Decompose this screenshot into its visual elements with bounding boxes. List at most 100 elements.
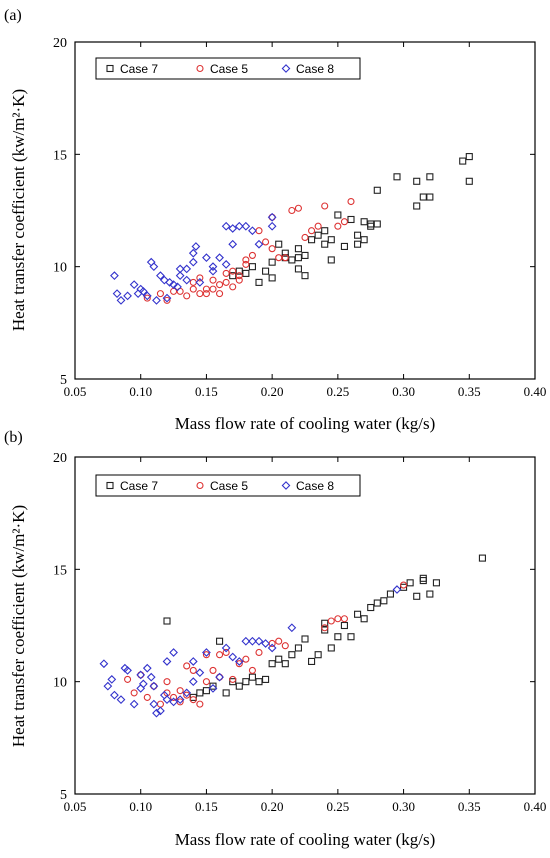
data-point	[261, 639, 270, 648]
data-point	[156, 700, 164, 708]
data-point	[340, 242, 348, 250]
data-point	[281, 642, 289, 650]
data-point	[419, 577, 427, 585]
data-point	[215, 253, 224, 263]
data-point	[275, 655, 283, 663]
data-point	[327, 617, 335, 625]
data-point	[426, 590, 434, 598]
data-point	[156, 706, 165, 716]
data-point	[169, 697, 178, 707]
data-point	[248, 673, 256, 681]
x-tick-label: 0.20	[261, 799, 284, 814]
legend-marker	[196, 64, 204, 73]
data-point	[340, 218, 348, 226]
chart-panel-a: (a) Heat transfer coefficient (kw/m²·K) …	[4, 7, 546, 433]
data-point	[327, 236, 335, 244]
data-point	[268, 274, 276, 282]
x-tick-label: 0.30	[392, 384, 415, 399]
data-point	[202, 687, 210, 695]
data-point	[268, 639, 276, 648]
data-point	[465, 177, 473, 185]
data-point	[393, 173, 401, 181]
data-point	[281, 254, 289, 262]
data-point	[163, 678, 171, 686]
data-point	[162, 695, 172, 705]
data-point	[196, 689, 204, 697]
legend: Case 7 Case 5 Case 8	[95, 474, 361, 497]
data-point	[228, 652, 238, 662]
data-point	[159, 275, 169, 285]
legend-entry-label: Case 5	[210, 479, 248, 493]
data-point	[229, 267, 237, 275]
data-point	[188, 657, 198, 666]
data-point	[228, 224, 238, 233]
data-point	[116, 695, 126, 705]
data-point	[334, 211, 342, 219]
data-point	[208, 684, 218, 693]
data-point	[156, 271, 165, 281]
data-point	[255, 678, 263, 686]
data-point	[165, 278, 175, 287]
data-point	[169, 280, 178, 290]
data-point	[288, 206, 296, 215]
data-point	[235, 272, 243, 280]
data-point	[222, 648, 230, 657]
data-point	[360, 615, 368, 623]
y-tick-label: 20	[53, 36, 67, 51]
data-point	[195, 668, 205, 678]
data-point	[267, 221, 277, 231]
data-point	[248, 263, 256, 271]
data-point	[262, 675, 270, 683]
panel-label: (a)	[4, 7, 22, 24]
data-point	[196, 290, 204, 298]
data-point	[478, 554, 486, 562]
x-tick-label: 0.20	[261, 384, 284, 399]
data-point	[314, 222, 322, 230]
data-point	[235, 267, 243, 275]
x-tick-label: 0.35	[458, 799, 481, 814]
data-point	[216, 281, 224, 289]
data-point	[138, 287, 148, 296]
data-point	[176, 687, 184, 695]
data-point	[202, 290, 210, 298]
x-tick-label: 0.05	[64, 384, 87, 399]
data-point	[202, 678, 210, 686]
data-point	[301, 233, 309, 242]
axis-ticks: 0.05 0.10 0.15 0.20 0.25 0.30 0.35 0.40 5 10 15 20	[53, 36, 546, 399]
data-point	[287, 623, 297, 633]
data-point	[426, 193, 434, 201]
legend-marker	[106, 64, 114, 73]
data-point	[248, 666, 256, 674]
data-point	[432, 579, 440, 587]
data-point	[254, 636, 264, 646]
data-point	[208, 262, 218, 272]
x-tick-label: 0.30	[392, 799, 415, 814]
data-point	[216, 637, 224, 645]
data-point	[354, 240, 362, 248]
data-point	[360, 218, 368, 226]
data-point	[209, 285, 217, 293]
data-point	[255, 278, 263, 286]
data-point	[142, 291, 152, 301]
y-axis-label: Heat transfer coefficient (kw/m²·K)	[9, 89, 28, 331]
data-point	[255, 227, 263, 235]
x-tick-label: 0.15	[195, 799, 218, 814]
data-point	[143, 294, 151, 302]
data-point	[308, 236, 316, 244]
x-tick-label: 0.15	[195, 384, 218, 399]
x-tick-label: 0.25	[326, 799, 349, 814]
data-point	[116, 295, 126, 305]
data-point	[182, 275, 192, 285]
y-tick-label: 10	[53, 676, 67, 691]
data-point	[255, 648, 263, 657]
y-tick-label: 10	[53, 261, 67, 276]
data-point	[110, 690, 119, 700]
data-point	[294, 245, 302, 253]
data-point	[234, 657, 244, 666]
data-point	[103, 681, 113, 691]
data-points	[110, 153, 473, 305]
data-point	[386, 590, 394, 598]
data-point	[156, 290, 164, 298]
data-point	[354, 610, 362, 618]
